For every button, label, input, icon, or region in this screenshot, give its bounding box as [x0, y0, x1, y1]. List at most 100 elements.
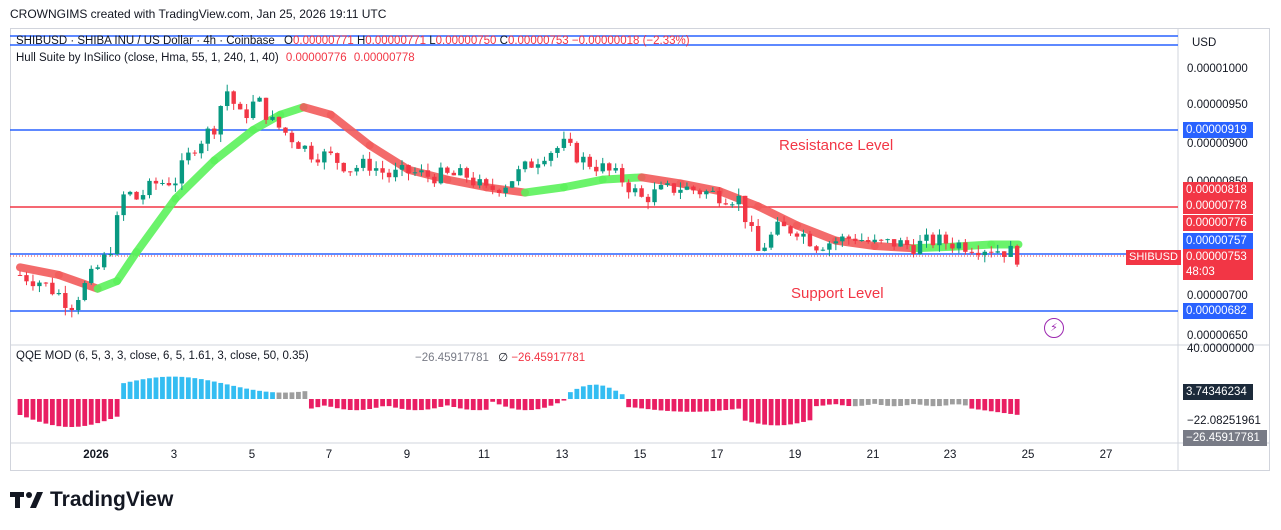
qqe-bar [995, 399, 1001, 413]
qqe-bar [101, 399, 107, 422]
qqe-bar [464, 399, 470, 410]
candle-body [406, 165, 411, 173]
time-label-13: 13 [555, 449, 569, 461]
candle-body [95, 267, 100, 269]
candle-body [445, 167, 450, 173]
chart-frame[interactable] [10, 28, 1270, 471]
price-tag-lower-support: 0.00000682 [1183, 303, 1253, 319]
candle-body [743, 195, 748, 223]
candle-body [17, 274, 23, 276]
candle-body [904, 240, 910, 246]
qqe-bar [483, 399, 489, 410]
qqe-bar [703, 399, 709, 412]
qqe-bar [270, 392, 275, 399]
legend-change: −0.00000018 (−2.33%) [571, 35, 690, 47]
candle-body [619, 168, 625, 183]
candle-body [496, 189, 502, 193]
legend-high: 0.00000771 [365, 35, 427, 47]
candle-body [697, 190, 703, 195]
qqe-bar [652, 399, 657, 410]
qqe-bar [671, 399, 677, 412]
qqe-bar [147, 378, 152, 399]
qqe-bar [561, 399, 567, 401]
qqe-bar [1001, 399, 1007, 414]
qqe-bar [69, 399, 75, 427]
qqe-bar [30, 399, 36, 420]
qqe-bar [697, 399, 703, 412]
qqe-bar [496, 399, 502, 405]
qqe-bar [982, 399, 988, 411]
candle-body [134, 191, 139, 200]
legend-open: 0.00000771 [293, 35, 354, 47]
qqe-bar [956, 399, 962, 405]
qqe-bar [56, 399, 62, 427]
candle-body [471, 177, 476, 186]
qqe-bar [891, 399, 897, 407]
candle-body [393, 169, 398, 178]
time-label-5: 5 [248, 449, 256, 461]
qqe-bar [658, 399, 664, 411]
qqe-bar [665, 399, 670, 411]
qqe-bar [198, 379, 204, 399]
candle-body [607, 163, 612, 171]
qqe-bar [755, 399, 761, 424]
candle-body [509, 181, 515, 188]
time-label-2026: 2026 [83, 449, 109, 461]
candle-body [898, 240, 903, 247]
candle-body [270, 116, 275, 120]
candle-body [289, 132, 295, 143]
candle-body [878, 239, 884, 241]
candle-body [768, 234, 774, 248]
candle-body [464, 168, 469, 178]
candle-body [542, 160, 547, 165]
qqe-bar [470, 399, 476, 411]
candle-body [639, 188, 644, 197]
qqe-bar [567, 392, 573, 399]
qqe-bar [1008, 399, 1014, 414]
candle-body [801, 233, 806, 237]
candle-body [354, 167, 359, 172]
qqe-bar [522, 399, 528, 411]
qqe-bar [911, 399, 916, 405]
resistance-level-label: Resistance Level [779, 137, 894, 154]
candle-body [594, 166, 599, 172]
currency-label[interactable]: USD [1192, 37, 1217, 49]
qqe-bar [865, 399, 871, 405]
candle-body [665, 183, 670, 185]
time-label-23: 23 [943, 449, 957, 461]
candle-body [309, 145, 314, 160]
qqe-bar [917, 399, 923, 405]
candle-body [866, 240, 871, 242]
qqe-bar [729, 399, 735, 410]
hull-band-segment [54, 270, 102, 293]
qqe-bar [49, 399, 55, 426]
lightning-icon[interactable]: ⚡ [1044, 318, 1064, 338]
hull-band-segment [16, 263, 63, 279]
time-label-17: 17 [710, 449, 724, 461]
candle-body [30, 281, 36, 287]
qqe-bar [121, 383, 126, 399]
qqe-bar [263, 391, 269, 399]
qqe-bar [211, 381, 217, 399]
qqe-bar [82, 399, 88, 426]
qqe-bar [768, 399, 774, 426]
qqe-bar [457, 399, 463, 409]
candle-body [781, 221, 787, 227]
hull-band-segment [132, 194, 180, 257]
qqe-bar [529, 399, 534, 411]
qqe-bar [820, 399, 826, 406]
time-label-21: 21 [866, 449, 880, 461]
qqe-bar [988, 399, 994, 412]
qqe-bar [503, 399, 509, 407]
candle-body [613, 168, 618, 171]
legend-o-label: O [284, 35, 293, 47]
symbol-tag: SHIBUSD [1126, 250, 1181, 265]
qqe-bar [153, 377, 159, 399]
candle-body [76, 300, 81, 311]
candle-body [179, 160, 185, 184]
candle-body [885, 239, 890, 241]
header-credit: CROWNGIMS created with TradingView.com, … [10, 7, 387, 21]
hull-band-segment [113, 248, 141, 286]
qqe-bar [24, 399, 29, 418]
